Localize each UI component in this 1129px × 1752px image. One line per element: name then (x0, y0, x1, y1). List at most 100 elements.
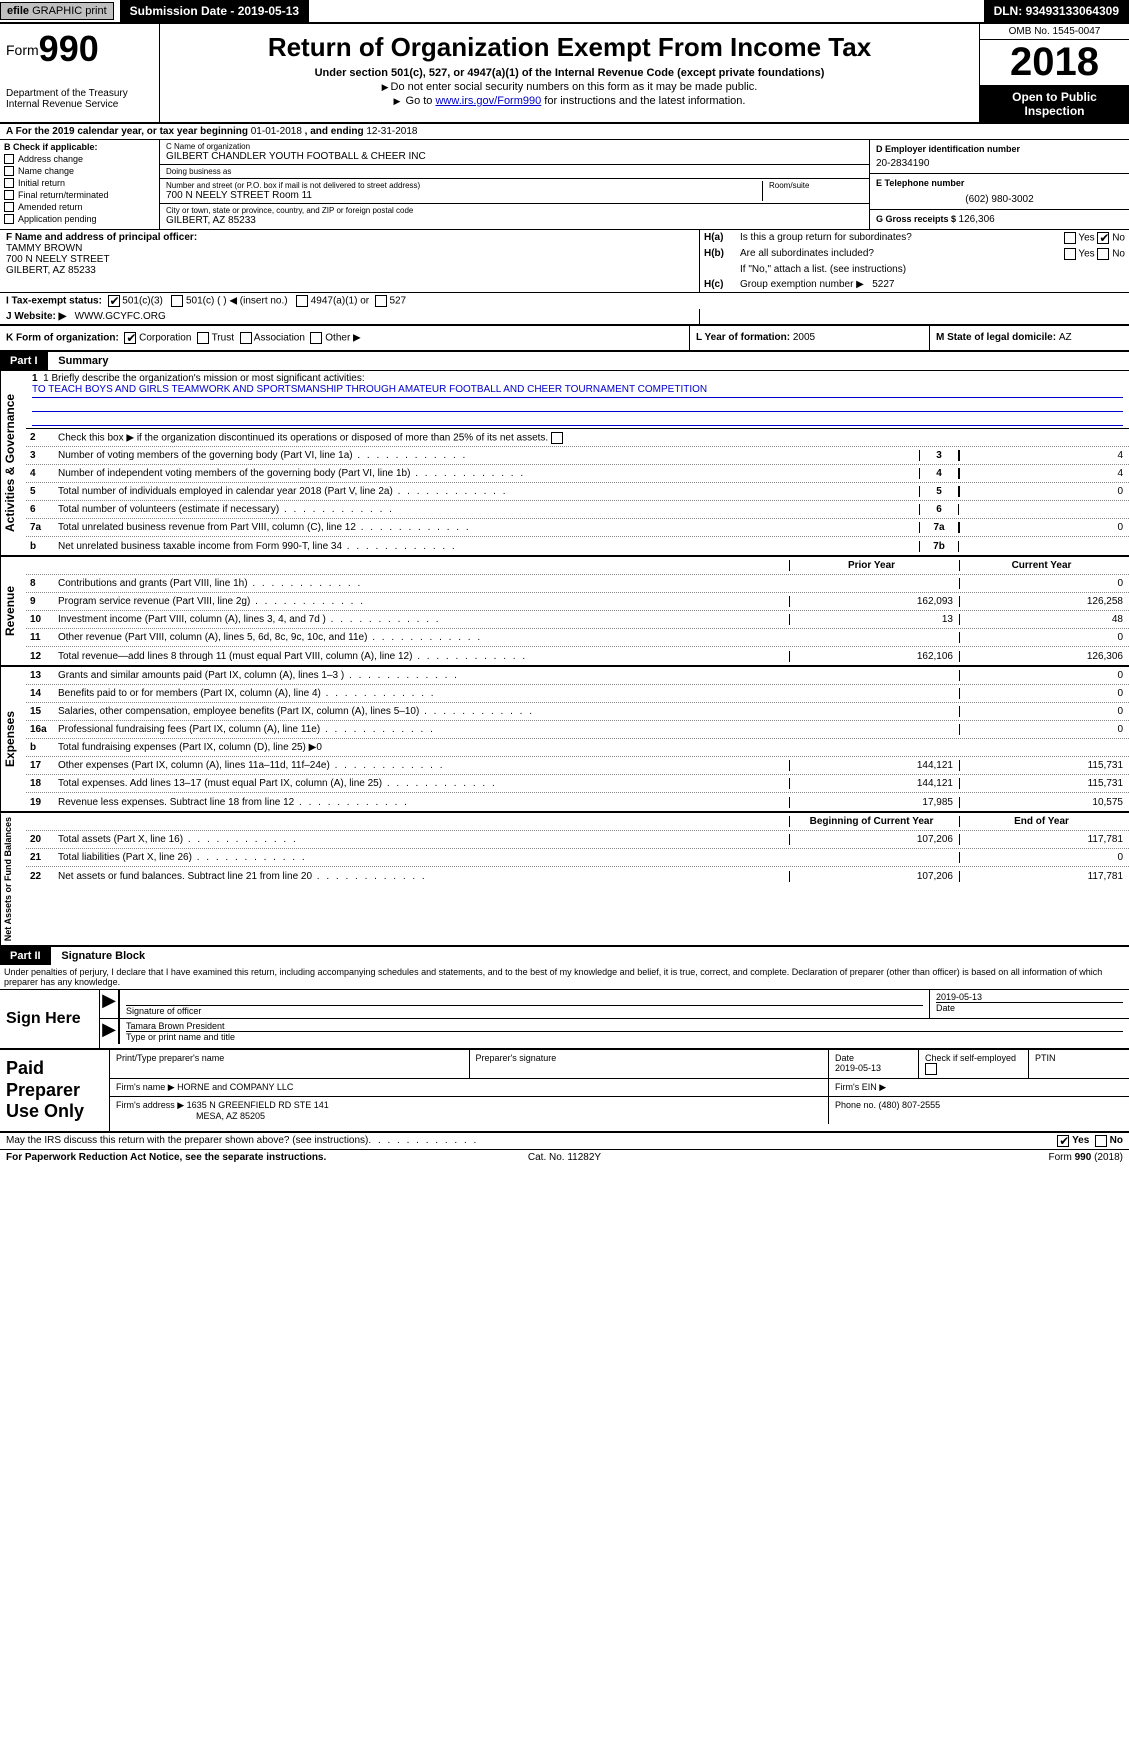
summary-line: 9Program service revenue (Part VIII, lin… (26, 593, 1129, 611)
officer-name: TAMMY BROWN (6, 243, 693, 254)
check-name-change[interactable]: Name change (4, 166, 155, 176)
summary-line: 5Total number of individuals employed in… (26, 483, 1129, 501)
sign-row-2: ▶ Tamara Brown President Type or print n… (100, 1019, 1129, 1044)
check-pending[interactable]: Application pending (4, 214, 155, 224)
summary-line: 8Contributions and grants (Part VIII, li… (26, 575, 1129, 593)
checkbox-icon[interactable] (1097, 232, 1109, 244)
line-2: 2 Check this box ▶ if the organization d… (26, 429, 1129, 447)
officer-city: GILBERT, AZ 85233 (6, 265, 693, 276)
l-year-formation: L Year of formation: 2005 (689, 326, 929, 350)
check-final-return[interactable]: Final return/terminated (4, 190, 155, 200)
org-street: 700 N NEELY STREET Room 11 (166, 190, 756, 201)
summary-line: 14Benefits paid to or for members (Part … (26, 685, 1129, 703)
signer-name: Tamara Brown President (126, 1021, 1123, 1032)
cell-dba: Doing business as (160, 165, 869, 179)
summary-line: 19Revenue less expenses. Subtract line 1… (26, 793, 1129, 811)
check-amended[interactable]: Amended return (4, 202, 155, 212)
checkbox-icon[interactable] (197, 332, 209, 344)
pra-notice: For Paperwork Reduction Act Notice, see … (6, 1152, 378, 1163)
irs-link[interactable]: www.irs.gov/Form990 (435, 95, 541, 107)
checkbox-icon[interactable] (124, 332, 136, 344)
summary-line: 21Total liabilities (Part X, line 26)0 (26, 849, 1129, 867)
preparer-row-1: Print/Type preparer's name Preparer's si… (110, 1050, 1129, 1079)
summary-line: 20Total assets (Part X, line 16)107,2061… (26, 831, 1129, 849)
col-h-group: H(a) Is this a group return for subordin… (699, 230, 1129, 292)
col-c-org-info: C Name of organization GILBERT CHANDLER … (160, 140, 869, 229)
dln-badge: DLN: 93493133064309 (984, 0, 1129, 22)
row-j-website: J Website: ▶ WWW.GCYFC.ORG (0, 309, 1129, 326)
checkbox-icon (4, 202, 14, 212)
discuss-row: May the IRS discuss this return with the… (0, 1133, 1129, 1150)
net-body: Beginning of Current Year End of Year 20… (26, 813, 1129, 945)
arrow-icon: ▶ (100, 990, 120, 1018)
form-title: Return of Organization Exempt From Incom… (168, 32, 971, 63)
prep-date: 2019-05-13 (835, 1063, 912, 1073)
firm-name: HORNE and COMPANY LLC (177, 1082, 293, 1092)
revenue-block: Revenue Prior Year Current Year 8Contrib… (0, 557, 1129, 667)
checkbox-icon[interactable] (108, 295, 120, 307)
check-initial-return[interactable]: Initial return (4, 178, 155, 188)
governance-body: 1 1 Briefly describe the organization's … (26, 371, 1129, 555)
row-klm: K Form of organization: Corporation Trus… (0, 326, 1129, 352)
header-right: OMB No. 1545-0047 2018 Open to Public In… (979, 24, 1129, 122)
tax-year: 2018 (980, 40, 1129, 86)
preparer-row-3: Firm's address ▶ 1635 N GREENFIELD RD ST… (110, 1097, 1129, 1124)
checkbox-icon[interactable] (1097, 248, 1109, 260)
checkbox-icon[interactable] (551, 432, 563, 444)
expenses-body: 13Grants and similar amounts paid (Part … (26, 667, 1129, 811)
sign-here-block: Sign Here ▶ Signature of officer 2019-05… (0, 990, 1129, 1050)
col-d-ein: D Employer identification number 20-2834… (869, 140, 1129, 229)
checkbox-icon[interactable] (171, 295, 183, 307)
summary-line: 16aProfessional fundraising fees (Part I… (26, 721, 1129, 739)
efile-badge: efile GRAPHIC print (0, 2, 114, 20)
revenue-body: Prior Year Current Year 8Contributions a… (26, 557, 1129, 665)
h-a-row: H(a) Is this a group return for subordin… (700, 230, 1129, 246)
part1-tag: Part I (0, 352, 48, 370)
checkbox-icon[interactable] (1064, 232, 1076, 244)
open-to-public: Open to Public Inspection (980, 86, 1129, 122)
checkbox-icon[interactable] (1057, 1135, 1069, 1147)
checkbox-icon[interactable] (1095, 1135, 1107, 1147)
side-expenses: Expenses (0, 667, 26, 811)
org-name: GILBERT CHANDLER YOUTH FOOTBALL & CHEER … (166, 151, 863, 162)
governance-block: Activities & Governance 1 1 Briefly desc… (0, 371, 1129, 557)
checkbox-icon[interactable] (296, 295, 308, 307)
preparer-row-2: Firm's name ▶ HORNE and COMPANY LLC Firm… (110, 1079, 1129, 1097)
k-form-org: K Form of organization: Corporation Trus… (0, 326, 689, 350)
form-footer: Form 990 (2018) (751, 1152, 1123, 1163)
checkbox-icon[interactable] (310, 332, 322, 344)
summary-line: 22Net assets or fund balances. Subtract … (26, 867, 1129, 885)
year-end: 12-31-2018 (366, 126, 417, 137)
checkbox-icon (4, 178, 14, 188)
side-governance: Activities & Governance (0, 371, 26, 555)
h-c-row: H(c) Group exemption number ▶ 5227 (700, 277, 1129, 292)
checkbox-icon[interactable] (240, 332, 252, 344)
efile-bold: efile (7, 5, 29, 17)
subtitle-3: Go to www.irs.gov/Form990 for instructio… (168, 95, 971, 107)
net-header: Beginning of Current Year End of Year (26, 813, 1129, 831)
side-revenue: Revenue (0, 557, 26, 665)
checkbox-icon[interactable] (925, 1063, 937, 1075)
checkbox-icon[interactable] (375, 295, 387, 307)
subtitle-1: Under section 501(c), 527, or 4947(a)(1)… (168, 67, 971, 79)
preparer-block: Paid Preparer Use Only Print/Type prepar… (0, 1050, 1129, 1133)
summary-line: 6Total number of volunteers (estimate if… (26, 501, 1129, 519)
part2-header-row: Part II Signature Block (0, 947, 1129, 965)
last-line: For Paperwork Reduction Act Notice, see … (0, 1150, 1129, 1165)
check-address-change[interactable]: Address change (4, 154, 155, 164)
ein-value: 20-2834190 (876, 154, 1123, 169)
submission-date: Submission Date - 2019-05-13 (120, 0, 309, 22)
part1-title: Summary (50, 355, 108, 367)
side-net-assets: Net Assets or Fund Balances (0, 813, 26, 945)
sign-row-1: ▶ Signature of officer 2019-05-13 Date (100, 990, 1129, 1019)
cell-phone: E Telephone number (602) 980-3002 (870, 174, 1129, 210)
firm-addr1: 1635 N GREENFIELD RD STE 141 (187, 1100, 329, 1110)
checkbox-icon[interactable] (1064, 248, 1076, 260)
rev-header: Prior Year Current Year (26, 557, 1129, 575)
year-begin: 01-01-2018 (251, 126, 302, 137)
cell-ein: D Employer identification number 20-2834… (870, 140, 1129, 174)
officer-street: 700 N NEELY STREET (6, 254, 693, 265)
firm-phone: (480) 807-2555 (879, 1100, 941, 1110)
dept-treasury: Department of the Treasury Internal Reve… (6, 88, 153, 110)
summary-line: 17Other expenses (Part IX, column (A), l… (26, 757, 1129, 775)
